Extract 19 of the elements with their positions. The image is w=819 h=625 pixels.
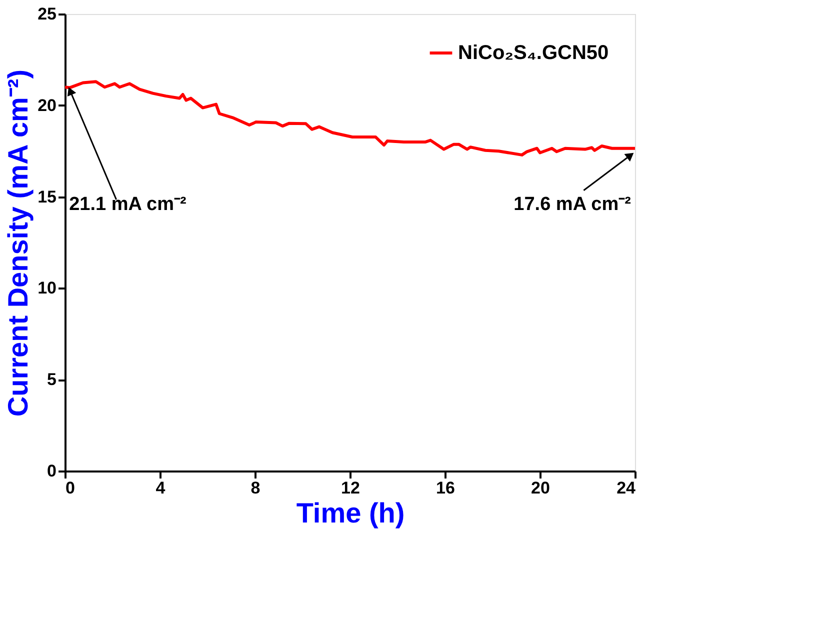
x-tick-label: 20 (531, 478, 550, 498)
line-series (64, 80, 636, 156)
x-tick-label: 0 (66, 478, 75, 498)
annotation: 21.1 mA cm⁻² (69, 194, 186, 216)
x-tick-label: 24 (616, 478, 636, 498)
x-tick-label: 8 (250, 478, 260, 498)
annotation: 17.6 mA cm⁻² (514, 194, 631, 216)
y-tick-label: 20 (38, 96, 56, 115)
y-tick-label: 10 (38, 278, 56, 298)
x-tick-label: 12 (341, 478, 360, 498)
y-tick-label: 25 (38, 4, 56, 24)
legend-label: NiCo₂S₄.GCN50 (458, 42, 609, 64)
y-tick-label: 0 (47, 462, 56, 480)
y-axis-title: Current Density (mA cm⁻²) (2, 69, 34, 417)
x-tick-label: 16 (436, 478, 455, 498)
x-axis-title: Time (h) (296, 498, 405, 528)
y-tick-label: 15 (38, 187, 56, 206)
x-tick-label: 4 (156, 478, 166, 498)
y-tick-label: 5 (47, 370, 56, 390)
